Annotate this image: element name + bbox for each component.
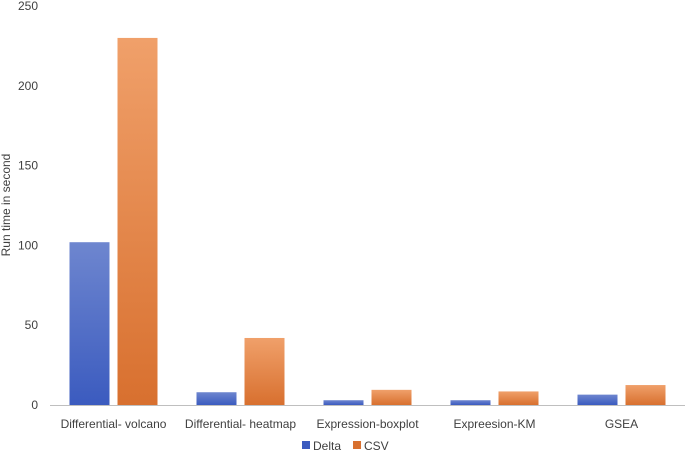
y-tick-label: 150	[18, 159, 38, 173]
y-tick-label: 100	[18, 238, 38, 252]
bar-csv-differential-volcano	[117, 37, 158, 406]
bar-delta-differential-volcano	[69, 242, 110, 405]
bar-delta-expression-boxplot	[323, 400, 364, 405]
legend-swatch-csv	[353, 441, 362, 449]
y-axis-ticks: 0 50 100 150 200 250	[18, 0, 38, 412]
y-tick-label: 0	[31, 398, 38, 412]
y-axis-title: Run time in second	[0, 154, 13, 257]
bar-delta-differential-heatmap	[196, 392, 237, 405]
y-tick-label: 250	[18, 0, 38, 13]
legend: Delta CSV	[302, 439, 389, 453]
x-tick-label: Expression-boxplot	[316, 417, 419, 431]
bar-csv-gsea	[625, 385, 666, 405]
x-tick-label: Differential- volcano	[61, 417, 167, 431]
bars	[69, 37, 666, 406]
legend-swatch-delta	[302, 441, 310, 449]
bar-csv-expression-boxplot	[371, 389, 412, 405]
bar-csv-expreesion-km	[498, 391, 539, 405]
bar-delta-expreesion-km	[450, 400, 491, 405]
x-axis-ticks: Differential- volcano Differential- heatm…	[61, 417, 639, 431]
legend-label-csv: CSV	[364, 439, 389, 453]
x-tick-label: Expreesion-KM	[453, 417, 535, 431]
x-tick-label: Differential- heatmap	[185, 417, 296, 431]
y-tick-label: 50	[25, 318, 39, 332]
bar-delta-gsea	[577, 394, 618, 405]
bar-csv-differential-heatmap	[244, 337, 285, 405]
legend-label-delta: Delta	[313, 439, 341, 453]
y-tick-label: 200	[18, 79, 38, 93]
x-tick-label: GSEA	[605, 417, 638, 431]
